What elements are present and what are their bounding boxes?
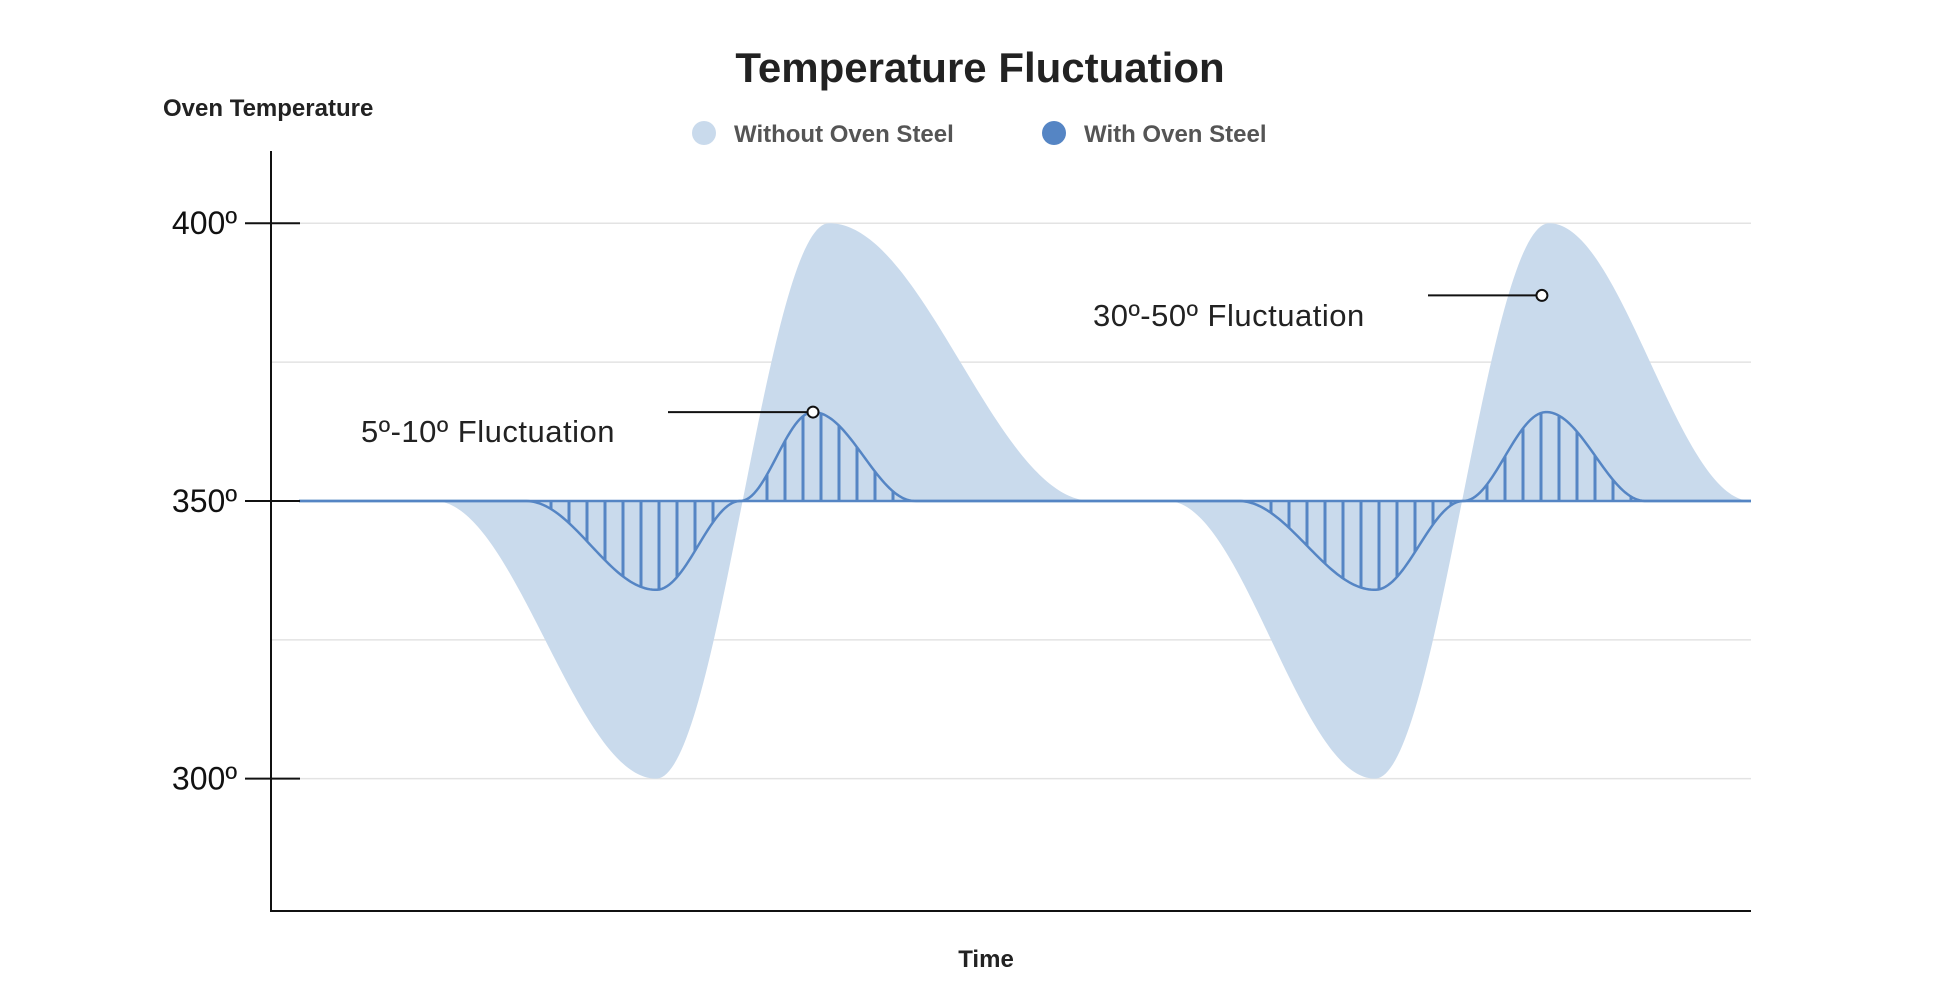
y-tick-label-300: 300º — [172, 761, 237, 797]
annotation-large-label: 30º-50º Fluctuation — [1093, 298, 1365, 333]
legend-swatch-without-oven-steel — [692, 121, 716, 145]
hatch-with-oven-steel — [549, 412, 1633, 590]
annotation-small: 5º-10º Fluctuation — [361, 405, 820, 449]
legend: Without Oven Steel With Oven Steel — [692, 121, 1266, 148]
y-axis-title: Oven Temperature — [163, 95, 373, 122]
annotation-small-marker — [806, 405, 820, 419]
annotation-large: 30º-50º Fluctuation — [1093, 288, 1549, 333]
chart-title: Temperature Fluctuation — [735, 44, 1224, 91]
x-axis-title: Time — [958, 946, 1014, 973]
annotation-large-marker — [1535, 288, 1549, 302]
legend-label-with-oven-steel: With Oven Steel — [1084, 121, 1266, 148]
annotation-small-label: 5º-10º Fluctuation — [361, 414, 615, 449]
legend-swatch-with-oven-steel — [1042, 121, 1066, 145]
y-ticks: 400º 350º 300º — [172, 205, 300, 797]
legend-label-without-oven-steel: Without Oven Steel — [734, 121, 954, 148]
y-tick-label-350: 350º — [172, 483, 237, 519]
y-tick-label-400: 400º — [172, 205, 237, 241]
